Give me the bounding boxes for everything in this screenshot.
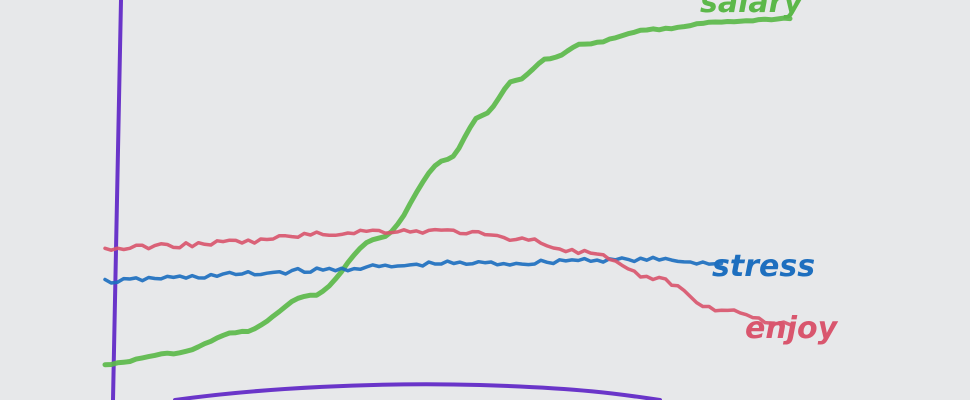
series-label-salary: salary bbox=[700, 0, 804, 20]
x-axis-line bbox=[173, 382, 662, 400]
series-labels: salary stress enjoy bbox=[700, 0, 839, 346]
axes bbox=[111, 0, 662, 400]
series-label-enjoy: enjoy bbox=[745, 311, 839, 346]
series-layer bbox=[102, 15, 793, 368]
series-line-enjoy bbox=[103, 227, 792, 327]
series-label-stress: stress bbox=[712, 249, 815, 284]
y-axis-line bbox=[111, 0, 123, 400]
series-line-stress bbox=[103, 255, 724, 285]
series-line-salary bbox=[102, 15, 793, 368]
